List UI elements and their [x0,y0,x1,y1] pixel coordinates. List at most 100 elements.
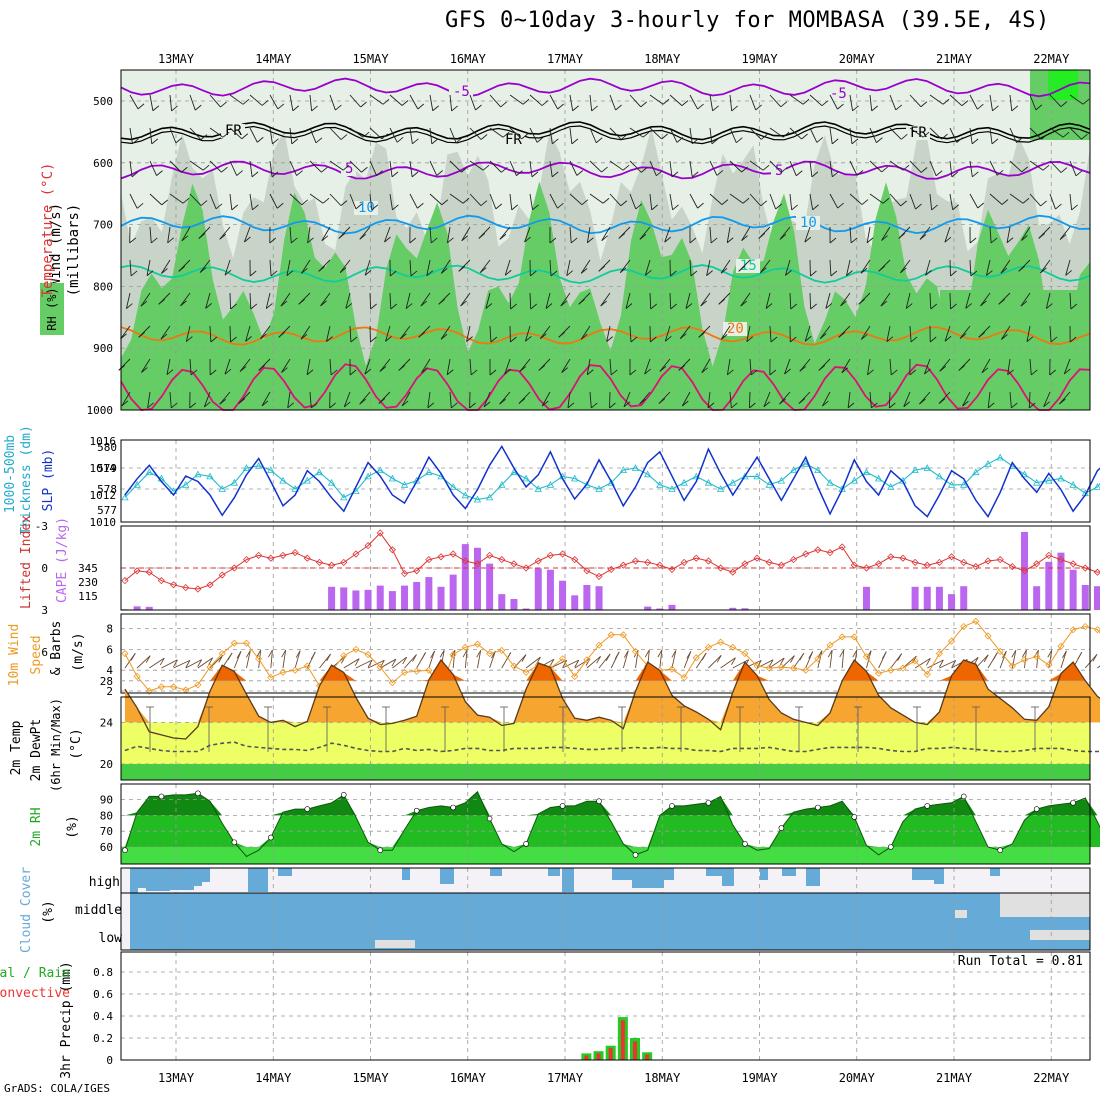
ylabel-temp: 2m Temp [9,720,24,775]
wind-barb-flag [390,303,398,310]
wind-barb [909,193,916,210]
wind-barb [224,259,231,276]
cape-bar [656,608,664,610]
wind10-barb-flag [1092,654,1098,662]
wind10-barb-flag [790,655,795,663]
cloud-high-cell [612,868,632,880]
wind-barb-flag [920,101,928,108]
wind-barb [309,391,312,408]
wind-barb-flag [710,237,718,244]
temp-tick: 28 [100,675,113,688]
ylabel-thickness-2: Thickness (dm) [19,425,34,535]
wind-barb [1045,292,1051,309]
wind10-barb-flag [827,649,833,658]
day-label-top: 19MAY [741,52,778,66]
wind-barb [120,325,131,340]
lifted-index-marker [182,584,190,592]
wind-barb [309,127,317,144]
wind-barb-flag [540,333,547,340]
cape-bar [948,594,956,610]
wind-barb [987,391,991,408]
wind-barb-flag [804,335,812,342]
wind-barb [385,325,391,342]
wind-barb-flag [881,166,888,173]
wind-barb-flag [676,137,684,143]
wind-barb-flag [662,98,670,105]
wind-barb [529,94,543,106]
lifted-index-marker [376,529,384,537]
wind-barb [209,325,212,343]
lifted-index-marker [559,550,567,558]
lifted-index-marker [413,567,421,575]
wind-barb-flag [504,269,512,276]
wind-barb-flag [202,164,210,171]
wind-barb [229,292,232,310]
wind10-marker [826,641,834,649]
wind-barb-flag [339,267,347,273]
wind-barb [840,292,851,307]
wind-barb-flag [531,171,539,178]
wind-barb [809,127,818,143]
wind-barb-flag [129,237,136,244]
wind-barb [289,193,303,206]
wind-barb [269,127,273,144]
lifted-index-marker [607,565,615,573]
wind-barb-flag [224,368,232,375]
wind-barb-flag [837,103,844,110]
wind10-barb [477,650,482,669]
wind-barb-flag [992,105,999,112]
wind-barb [1029,358,1032,375]
wind10-barb [999,650,1007,669]
wind-barb [729,94,733,111]
wind-barb [949,259,951,277]
wind-barb [209,160,222,173]
wind-barb-flag [1018,265,1025,272]
wind-barb-flag [706,270,713,276]
lifted-index-marker [157,577,165,585]
cape-bar [388,591,396,610]
wind-barb-flag [1071,204,1078,211]
wind-barb [249,94,263,106]
ylabel-slp: SLP (mb) [41,449,56,512]
wind-barb [369,160,377,176]
wind-barb-flag [601,235,608,242]
wind-barb-flag [392,204,399,211]
wind-barb [589,127,597,143]
wind-barb [749,193,762,207]
wind-barb [229,325,231,343]
wind10-barb-flag [476,650,482,658]
wind-barb-flag [296,170,303,176]
wind-barb-flag [132,138,139,145]
cloud-high-cell [248,868,268,892]
wind-barb-flag [697,103,704,110]
wind-barb [229,160,238,176]
lifted-index-marker [1069,560,1077,568]
wind-barb-flag [269,237,277,244]
wind-barb-flag [541,400,549,407]
wind-barb-flag [270,270,278,277]
wind-barb [980,292,991,307]
wind-barb [440,325,451,340]
wind-barb-flag [326,336,333,342]
wind-barb [409,160,413,177]
day-label-bottom: 13MAY [158,1071,195,1085]
wind-barb [1049,325,1052,342]
wind-barb-flag [889,402,896,409]
wind-barb-flag [158,298,165,305]
wind-barb-flag [969,237,977,244]
wind-barb-flag [355,203,363,210]
wind-barb-flag [905,303,913,309]
precip-frame [120,951,1091,1061]
wind-barb-flag [502,131,510,138]
wind-barb [229,193,233,210]
ylabel-dewpt: 2m DewPt [29,719,44,782]
thickness-marker [972,468,980,476]
wind-barb-flag [536,137,544,143]
wind10-barb [246,650,251,669]
wind-barb [1069,292,1072,310]
wind-barb-flag [939,365,947,372]
wind10-barb-flag [130,653,136,661]
wind-barb-flag [1040,267,1047,274]
wind-barb-flag [461,235,469,242]
wind-barb-flag [1011,402,1018,409]
